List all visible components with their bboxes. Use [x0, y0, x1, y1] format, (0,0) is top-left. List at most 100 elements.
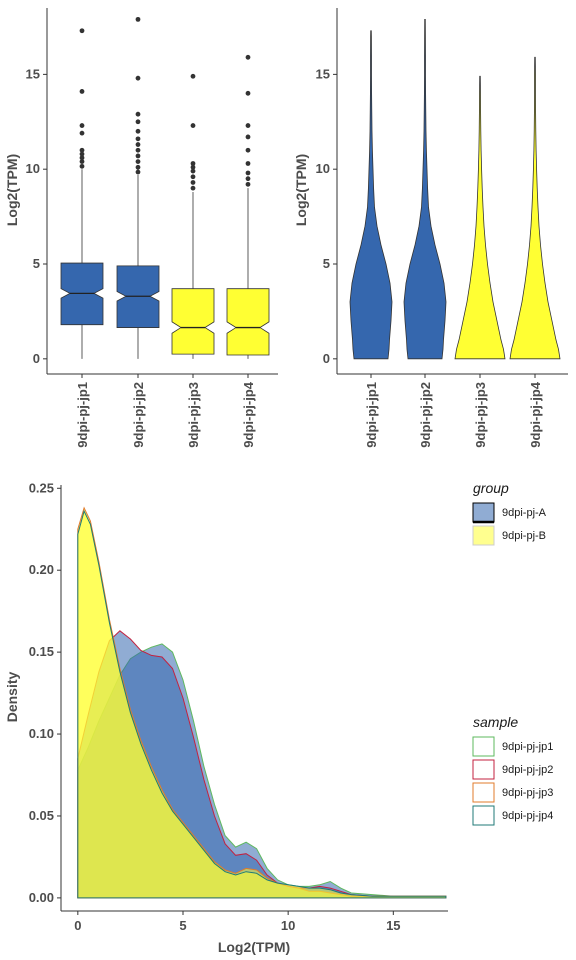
box-outlier-point: [79, 147, 85, 153]
density-y-tick-label: 0.00: [29, 890, 54, 905]
legend-sample-key: [472, 805, 495, 826]
box-9dpi-pj-jp3: [171, 73, 215, 359]
box-outlier-point: [190, 168, 196, 174]
density-y-tick-label: 0.25: [29, 480, 54, 495]
violin-y-axis-title: Log2(TPM): [293, 154, 309, 226]
box-outlier-point: [135, 128, 141, 134]
boxplot-y-tick-label: 0: [33, 351, 40, 366]
box-9dpi-pj-jp4: [226, 54, 270, 359]
legend-group: group 9dpi-pj-A 9dpi-pj-B: [472, 480, 547, 546]
legend-sample-label: 9dpi-pj-jp3: [502, 787, 553, 799]
density-x-tick-label: 0: [74, 918, 81, 933]
violin-x-tick-label: 9dpi-pj-jp3: [473, 382, 488, 448]
legend-group-label: 9dpi-pj-A: [502, 507, 547, 519]
violin-9dpi-pj-jp1: [349, 30, 393, 360]
box-outlier-point: [190, 123, 196, 128]
box-outlier-point: [135, 159, 141, 165]
box-outlier-point: [190, 174, 196, 180]
legend-group-title: group: [473, 480, 509, 496]
density-y-tick-label: 0.10: [29, 726, 54, 741]
box-outlier-point: [79, 159, 85, 165]
density-panel: 0.00 0.05 0.10 0.15 0.20 0.25 0 5 10 15 Log2(TPM…: [4, 480, 448, 955]
box-outlier-point: [79, 89, 85, 94]
boxplot-x-tick-label: 9dpi-pj-jp4: [241, 381, 256, 447]
box-outlier-point: [245, 181, 251, 187]
density-x-tick-label: 10: [281, 918, 295, 933]
box-outlier-point: [245, 161, 251, 166]
violin-y-tick-label: 0: [323, 351, 330, 366]
legend-sample-label: 9dpi-pj-jp2: [502, 764, 553, 776]
density-x-tick-label: 15: [386, 918, 400, 933]
legend-sample-key: [472, 759, 495, 780]
violin-marks: [349, 18, 561, 360]
violin-y-tick-label: 5: [323, 256, 330, 271]
box-outlier-point: [79, 28, 85, 34]
box-outlier-point: [190, 161, 196, 166]
box-outlier-point: [135, 164, 141, 170]
density-y-tick-label: 0.20: [29, 562, 54, 577]
boxplot-x-tick-label: 9dpi-pj-jp3: [186, 382, 201, 448]
box-outlier-point: [135, 153, 141, 159]
box-outlier-point: [190, 164, 196, 170]
boxplot-panel: 0 5 10 15 9dpi-pj-jp1 9dpi-pj-jp2 9dpi-pj-jp3…: [4, 8, 278, 448]
boxplot-x-tick-label: 9dpi-pj-jp1: [75, 382, 90, 448]
box-outlier-point: [245, 134, 251, 140]
legend-sample-label: 9dpi-pj-jp4: [502, 810, 553, 822]
boxplot-x-tick-label: 9dpi-pj-jp2: [131, 382, 146, 448]
violin-9dpi-pj-jp3: [454, 75, 506, 360]
legend-group-label: 9dpi-pj-B: [502, 530, 546, 542]
box-body: [171, 288, 215, 355]
box-outlier-point: [79, 123, 85, 128]
box-outlier-point: [135, 142, 141, 147]
box-outlier-point: [135, 111, 141, 117]
legend-sample-title: sample: [473, 714, 518, 730]
boxplot-y-tick-label: 10: [26, 161, 40, 176]
boxplot-y-tick-label: 15: [26, 66, 40, 81]
boxplot-x-ticks: 9dpi-pj-jp1 9dpi-pj-jp2 9dpi-pj-jp3 9dpi-pj…: [75, 374, 256, 448]
violin-x-ticks: 9dpi-pj-jp1 9dpi-pj-jp2 9dpi-pj-jp3 9dpi-pj…: [364, 374, 543, 448]
legend-group-key: [472, 502, 495, 523]
violin-x-tick-label: 9dpi-pj-jp1: [364, 382, 379, 448]
box-outlier-point: [135, 147, 141, 153]
box-body: [226, 288, 270, 356]
density-marks: [77, 506, 447, 899]
legend-group-key: [472, 525, 495, 546]
violin-y-tick-label: 10: [316, 161, 330, 176]
box-outlier-point: [135, 169, 141, 175]
legend-sample-label: 9dpi-pj-jp1: [502, 741, 553, 753]
box-outlier-point: [135, 16, 141, 22]
box-outlier-point: [79, 130, 85, 136]
legend-sample-key: [472, 782, 495, 803]
violin-y-ticks: 0 5 10 15: [316, 66, 337, 366]
box-outlier-point: [190, 180, 196, 185]
violin-y-tick-label: 15: [316, 66, 330, 81]
boxplot-y-axis-title: Log2(TPM): [4, 154, 20, 226]
violin-x-tick-label: 9dpi-pj-jp4: [528, 381, 543, 447]
density-y-tick-label: 0.05: [29, 808, 54, 823]
density-area-9dpi-pj-jp4: [77, 509, 447, 899]
boxplot-y-ticks: 0 5 10 15: [26, 66, 47, 366]
density-x-axis-title: Log2(TPM): [218, 939, 290, 955]
density-y-ticks: 0.00 0.05 0.10 0.15 0.20 0.25: [29, 480, 61, 905]
box-outlier-point: [245, 90, 251, 96]
violin-9dpi-pj-jp4: [509, 56, 561, 360]
box-outlier-point: [79, 163, 85, 169]
legend-sample-key: [472, 736, 495, 757]
box-outlier-point: [245, 123, 251, 128]
box-outlier-point: [190, 73, 196, 79]
box-outlier-point: [245, 176, 251, 182]
violin-x-tick-label: 9dpi-pj-jp2: [418, 382, 433, 448]
box-outlier-point: [245, 147, 251, 153]
box-outlier-point: [135, 136, 141, 142]
density-x-tick-label: 5: [179, 918, 186, 933]
density-x-ticks: 0 5 10 15: [74, 911, 401, 933]
violin-panel: 0 5 10 15 9dpi-pj-jp1 9dpi-pj-jp2 9dpi-pj-jp3…: [293, 8, 568, 448]
box-outlier-point: [190, 185, 196, 191]
box-outlier-point: [79, 151, 85, 157]
box-9dpi-pj-jp1: [60, 28, 104, 359]
boxplot-marks: [60, 16, 270, 359]
boxplot-y-tick-label: 5: [33, 256, 40, 271]
box-9dpi-pj-jp2: [116, 16, 160, 359]
density-y-tick-label: 0.15: [29, 644, 54, 659]
